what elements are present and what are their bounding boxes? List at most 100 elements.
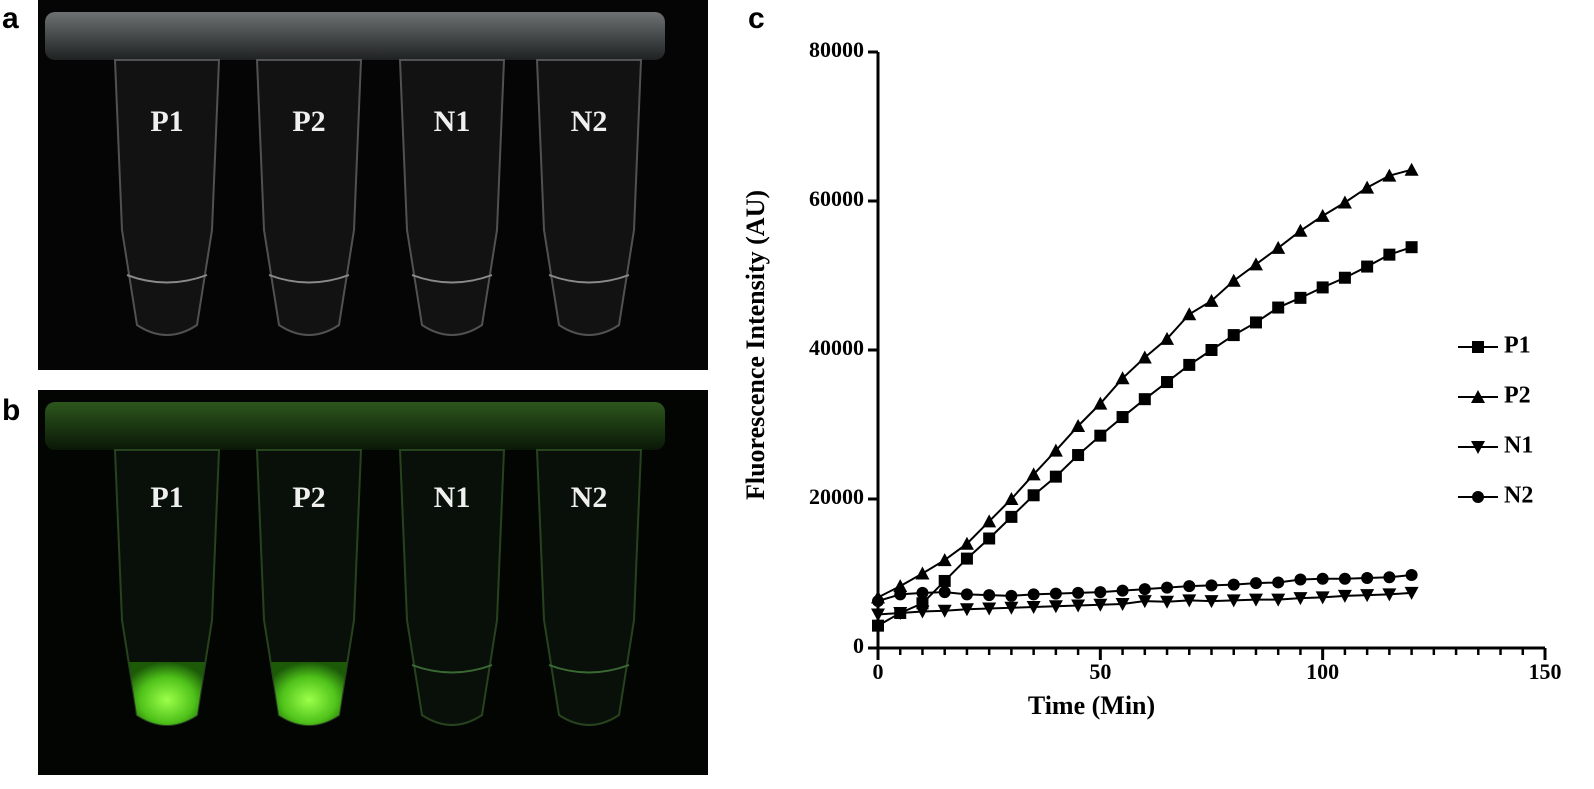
liquid-meniscus	[268, 274, 350, 284]
data-point	[1027, 588, 1040, 601]
data-point	[1026, 467, 1041, 481]
data-point	[1004, 492, 1019, 505]
tube-label: P1	[150, 481, 183, 514]
data-point	[872, 595, 884, 608]
x-tick-label: 50	[1089, 659, 1111, 684]
data-point	[938, 574, 951, 587]
x-tick-label: 0	[873, 659, 884, 684]
data-point	[1183, 580, 1196, 593]
data-point	[1248, 593, 1263, 607]
legend-marker	[1472, 491, 1484, 503]
data-point	[1315, 591, 1330, 605]
data-point	[938, 586, 951, 599]
data-point	[1294, 291, 1307, 304]
data-point	[1115, 598, 1130, 612]
tube	[535, 449, 643, 726]
data-point	[871, 608, 885, 622]
legend-label: P2	[1504, 383, 1531, 409]
data-point	[1404, 586, 1419, 600]
data-point	[1005, 589, 1018, 602]
data-point	[1048, 600, 1063, 614]
panel-label: c	[748, 2, 765, 35]
legend-label: N2	[1504, 483, 1533, 509]
y-tick-label: 20000	[809, 484, 864, 509]
panel-label: a	[2, 2, 19, 35]
y-tick-label: 60000	[809, 186, 864, 211]
data-point	[1115, 371, 1130, 385]
data-point	[1226, 594, 1241, 608]
data-point	[894, 588, 907, 601]
data-point	[1204, 595, 1219, 609]
data-point	[915, 605, 930, 619]
data-point	[982, 514, 997, 528]
data-point	[1338, 572, 1351, 585]
panel-label: b	[2, 394, 20, 427]
data-point	[1293, 592, 1308, 606]
data-point	[893, 606, 908, 620]
data-point	[1271, 593, 1286, 607]
data-point	[1027, 489, 1040, 502]
data-point	[1382, 168, 1397, 182]
data-point	[959, 536, 974, 550]
data-point	[960, 552, 973, 565]
data-point	[1405, 568, 1418, 581]
tube	[398, 449, 506, 726]
data-point	[1294, 573, 1307, 586]
tube	[398, 59, 506, 336]
data-point	[1026, 601, 1041, 615]
data-point	[1049, 470, 1062, 483]
data-point	[1161, 376, 1174, 389]
data-point	[1337, 589, 1352, 603]
data-point	[1094, 429, 1107, 442]
legend-marker	[1471, 441, 1485, 454]
tube-label: N2	[571, 481, 608, 514]
tube	[113, 59, 221, 336]
data-point	[1182, 307, 1197, 321]
tube-label: N1	[434, 105, 471, 138]
data-point	[1293, 223, 1308, 237]
data-point	[1361, 260, 1374, 273]
data-point	[1160, 595, 1175, 609]
data-point	[982, 602, 997, 616]
data-point	[893, 579, 908, 593]
data-point	[1316, 281, 1329, 294]
y-tick-label: 40000	[809, 335, 864, 360]
tube-label: N1	[434, 481, 471, 514]
data-point	[1249, 577, 1262, 590]
tube	[535, 59, 643, 336]
data-point	[1072, 449, 1085, 462]
data-point	[960, 588, 973, 601]
data-point	[1337, 195, 1352, 209]
tube-label: N2	[571, 105, 608, 138]
data-point	[1205, 344, 1218, 356]
data-point	[916, 586, 929, 599]
data-point	[1205, 579, 1218, 592]
data-point	[959, 603, 974, 617]
data-point	[1116, 411, 1129, 424]
data-point	[872, 619, 884, 632]
data-point	[1248, 257, 1263, 271]
data-point	[1094, 586, 1107, 599]
data-point	[1093, 598, 1108, 612]
data-point	[1183, 358, 1196, 371]
data-point	[1271, 240, 1286, 254]
y-tick-label: 80000	[809, 37, 864, 62]
tube-label: P2	[292, 481, 325, 514]
data-point	[1382, 588, 1397, 602]
tube-strip-cap	[45, 402, 665, 450]
data-point	[1272, 301, 1285, 314]
y-tick-label: 0	[853, 633, 864, 658]
data-point	[1093, 396, 1108, 410]
data-point	[1071, 599, 1086, 613]
liquid-meniscus	[411, 274, 493, 284]
data-point	[1404, 162, 1419, 176]
data-point	[915, 566, 930, 580]
data-point	[1116, 584, 1129, 597]
data-point	[1071, 418, 1086, 432]
legend-marker	[1471, 390, 1485, 403]
data-point	[1161, 581, 1174, 594]
data-point	[1072, 586, 1085, 599]
tube-label: P1	[150, 105, 183, 138]
data-point	[1182, 594, 1197, 608]
data-point	[1315, 208, 1330, 222]
